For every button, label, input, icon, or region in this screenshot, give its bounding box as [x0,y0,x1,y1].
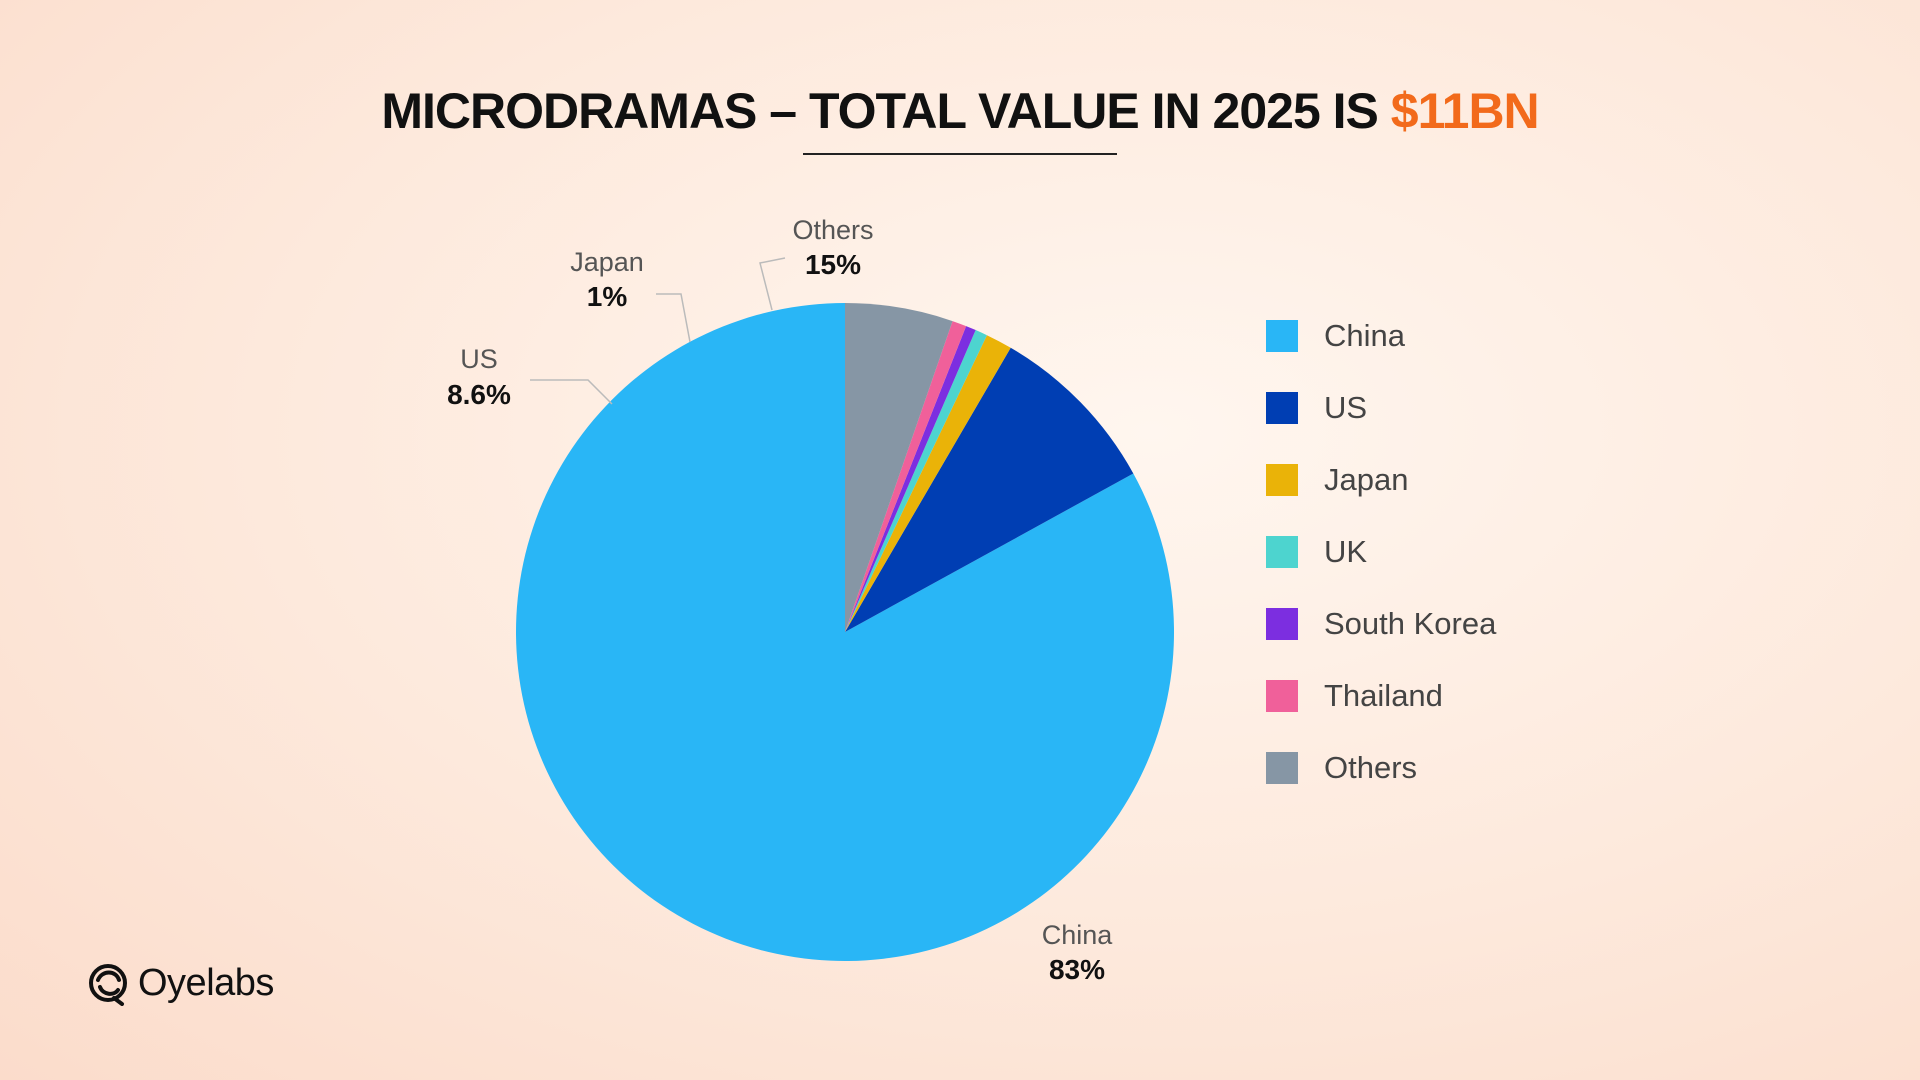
pie-slice-japan [845,335,1011,632]
legend-swatch-china [1266,320,1298,352]
pie-slice-others [845,303,953,632]
chart-title: MICRODRAMAS – TOTAL VALUE IN 2025 IS $11… [0,82,1920,140]
japan-leader-line [656,293,691,343]
legend-item-thailand: Thailand [1266,660,1496,732]
legend-item-us: US [1266,372,1496,444]
pie-slice-south-korea [845,326,976,632]
legend-label-us: US [1324,390,1368,425]
pie-slices [516,303,1175,961]
legend-swatch-uk [1266,536,1298,568]
pie-slice-us [845,347,1134,632]
legend-item-uk: UK [1266,516,1496,588]
us-callout-percent: 8.6% [447,379,511,410]
legend-label-thailand: Thailand [1324,678,1443,713]
pie-slice-uk [845,330,987,632]
brand-name: Oyelabs [138,961,274,1004]
others-callout-percent: 15% [805,249,861,280]
legend-label-japan: Japan [1324,462,1409,497]
legend-swatch-japan [1266,464,1298,496]
legend-swatch-south-korea [1266,608,1298,640]
others-callout-label: Others [792,215,873,245]
us-leader-line [530,379,613,405]
chart-legend: China US Japan UK South Korea Thailand O… [1266,300,1496,804]
china-callout-percent: 83% [1049,954,1105,985]
oyelabs-logo-icon [89,964,127,1006]
legend-label-south-korea: South Korea [1324,606,1497,641]
legend-swatch-others [1266,752,1298,784]
japan-callout-label: Japan [570,247,644,277]
legend-label-uk: UK [1324,534,1368,569]
title-underline [803,153,1117,155]
us-callout-label: US [460,344,498,374]
legend-item-south-korea: South Korea [1266,588,1496,660]
legend-label-others: Others [1324,750,1418,785]
chart-title-highlight: $11BN [1390,83,1540,139]
legend-item-others: Others [1266,732,1496,804]
japan-callout-percent: 1% [587,281,628,312]
others-leader-line [759,257,786,311]
legend-item-china: China [1266,300,1496,372]
brand-logo: Oyelabs [88,960,274,1006]
legend-swatch-us [1266,392,1298,424]
legend-label-china: China [1324,318,1405,353]
chart-title-main: MICRODRAMAS – TOTAL VALUE IN 2025 IS [381,83,1391,139]
legend-item-japan: Japan [1266,444,1496,516]
legend-swatch-thailand [1266,680,1298,712]
pie-slice-china [516,303,1175,961]
china-callout-label: China [1042,920,1114,950]
pie-slice-thailand [845,321,967,632]
